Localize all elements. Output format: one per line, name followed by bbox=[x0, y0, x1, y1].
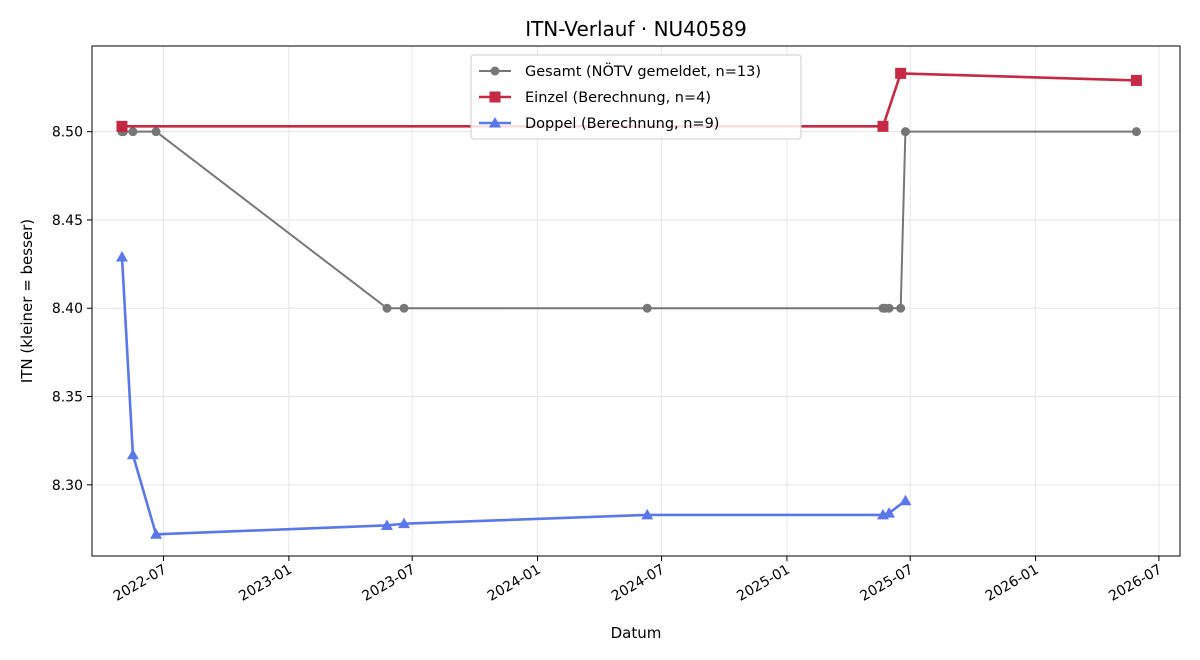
legend-label-gesamt: Gesamt (NÖTV gemeldet, n=13) bbox=[525, 62, 761, 80]
data-point-gesamt bbox=[128, 127, 138, 137]
series-line-doppel bbox=[120, 256, 907, 536]
y-tick-label: 8.30 bbox=[52, 478, 83, 494]
y-tick-label: 8.50 bbox=[52, 125, 83, 141]
y-tick-label: 8.35 bbox=[52, 390, 83, 406]
data-point-gesamt bbox=[382, 303, 392, 313]
x-tick-label: 2026-01 bbox=[983, 562, 1042, 605]
y-axis-label: ITN (kleiner = besser) bbox=[18, 219, 36, 383]
legend-item-doppel bbox=[479, 117, 511, 128]
data-point-doppel bbox=[380, 519, 393, 530]
legend-item-gesamt bbox=[479, 66, 511, 76]
x-tick-label: 2023-01 bbox=[236, 562, 295, 605]
legend-marker-gesamt bbox=[490, 66, 500, 76]
x-tick-label: 2022-07 bbox=[111, 562, 170, 605]
legend-label-einzel: Einzel (Berechnung, n=4) bbox=[525, 90, 711, 106]
data-point-doppel bbox=[126, 448, 139, 460]
chart-title: ITN-Verlauf · NU40589 bbox=[525, 17, 747, 41]
data-point-gesamt bbox=[896, 303, 906, 313]
x-tick-label: 2024-01 bbox=[485, 562, 544, 605]
x-axis-label: Datum bbox=[611, 624, 662, 642]
data-point-gesamt bbox=[884, 303, 894, 313]
x-tick-label: 2023-07 bbox=[360, 562, 419, 605]
data-point-gesamt bbox=[1131, 127, 1141, 137]
data-point-doppel bbox=[398, 517, 411, 529]
data-point-doppel bbox=[641, 508, 654, 520]
legend-box bbox=[470, 54, 802, 140]
plot-frame bbox=[91, 45, 1181, 557]
x-tick-label: 2025-07 bbox=[858, 562, 917, 605]
data-point-gesamt bbox=[642, 303, 652, 313]
data-point-doppel bbox=[115, 251, 128, 262]
data-point-einzel bbox=[116, 120, 128, 132]
series-doppel bbox=[115, 251, 912, 539]
data-point-einzel bbox=[877, 120, 889, 132]
data-point-einzel bbox=[1130, 74, 1142, 86]
legend-marker-einzel bbox=[489, 91, 501, 103]
legend-label-doppel: Doppel (Berechnung, n=9) bbox=[525, 116, 719, 132]
data-point-einzel bbox=[895, 67, 907, 79]
data-point-doppel bbox=[883, 507, 896, 518]
data-point-gesamt bbox=[900, 127, 910, 137]
x-tick-label: 2025-01 bbox=[734, 562, 793, 605]
data-point-doppel bbox=[150, 528, 163, 539]
y-tick-label: 8.40 bbox=[52, 301, 83, 317]
legend-item-einzel bbox=[479, 91, 511, 103]
x-tick-label: 2026-07 bbox=[1106, 562, 1165, 605]
legend: Gesamt (NÖTV gemeldet, n=13) Einzel (Bere… bbox=[470, 54, 802, 140]
data-point-gesamt bbox=[151, 127, 161, 137]
legend-marker-doppel bbox=[489, 117, 501, 128]
y-tick-label: 8.45 bbox=[52, 213, 83, 229]
x-tick-label: 2024-07 bbox=[609, 562, 668, 605]
data-point-doppel bbox=[899, 494, 912, 506]
data-point-gesamt bbox=[399, 303, 409, 313]
